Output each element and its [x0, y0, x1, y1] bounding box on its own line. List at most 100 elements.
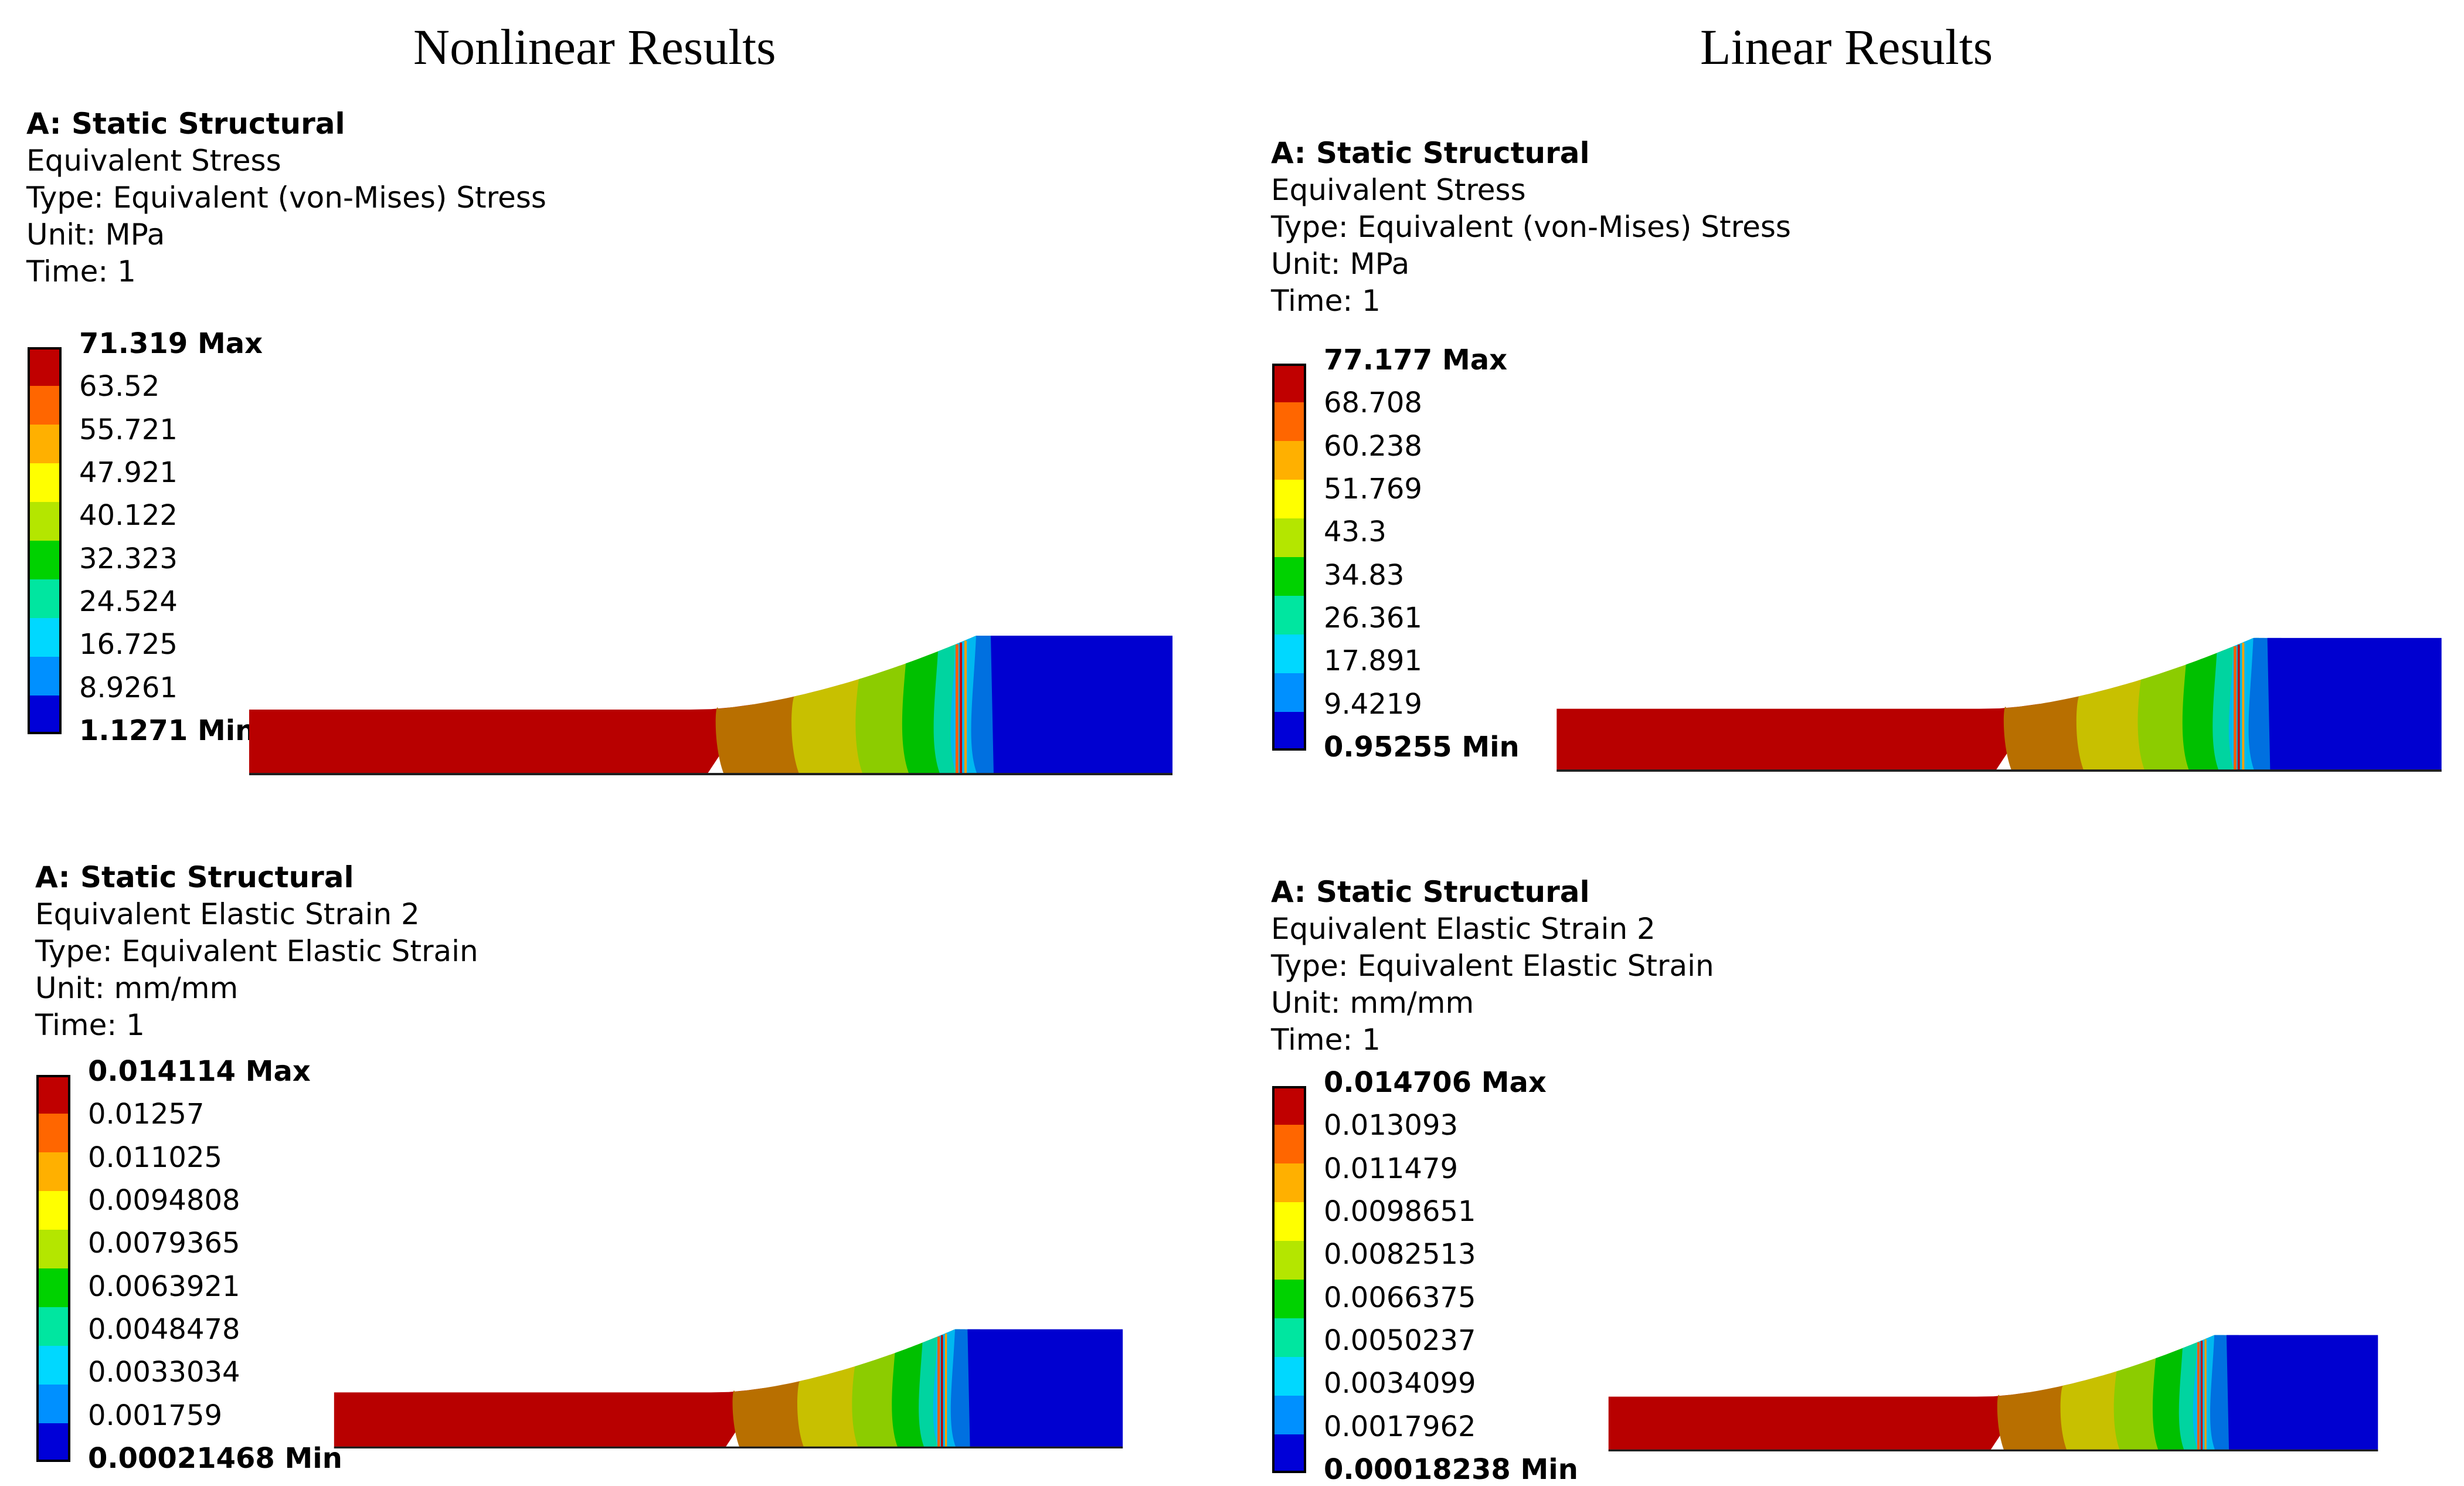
- band-red: [249, 704, 753, 775]
- concentration-streak: [956, 644, 959, 775]
- result-unit: Unit: mm/mm: [1271, 986, 1474, 1020]
- band-blue: [2267, 637, 2442, 772]
- legend-swatch: [1272, 1241, 1306, 1280]
- legend-swatch: [36, 1075, 70, 1114]
- result-unit: Unit: mm/mm: [35, 971, 239, 1005]
- legend-swatch: [1272, 635, 1306, 673]
- result-type: Type: Equivalent (von-Mises) Stress: [26, 181, 546, 215]
- legend-swatch: [1272, 441, 1306, 480]
- legend-level-label: 9.4219: [1324, 687, 1422, 721]
- legend-level-label: 60.238: [1324, 429, 1422, 463]
- legend-level-label: 0.0017962: [1324, 1410, 1476, 1443]
- legend-level-label: 55.721: [79, 413, 178, 446]
- legend-swatch: [36, 1385, 70, 1423]
- legend-level-label: 0.0063921: [88, 1270, 240, 1303]
- legend-swatch: [1272, 1280, 1306, 1318]
- concentration-streak: [960, 642, 962, 775]
- legend-swatch: [1272, 557, 1306, 596]
- legend-swatch: [28, 695, 62, 734]
- legend-max-label: 0.014706 Max: [1324, 1066, 1547, 1099]
- concentration-streak: [2234, 646, 2237, 772]
- legend-swatch: [36, 1346, 70, 1385]
- legend-level-label: 43.3: [1324, 515, 1386, 549]
- legend-level-label: 0.011479: [1324, 1152, 1459, 1185]
- concentration-streak: [944, 1333, 947, 1448]
- legend-max-label: 77.177 Max: [1324, 344, 1508, 376]
- legend-level-label: 40.122: [79, 499, 178, 532]
- legend-swatch: [1272, 1086, 1306, 1125]
- legend-swatch: [1272, 1202, 1306, 1241]
- contour-plot-linear-strain: [1608, 1334, 2378, 1451]
- contour-plot-nonlinear-strain: [334, 1328, 1123, 1448]
- analysis-title: A: Static Structural: [26, 107, 345, 141]
- result-name: Equivalent Elastic Strain 2: [1271, 912, 1656, 946]
- legend-swatch: [1272, 1434, 1306, 1473]
- legend-level-label: 34.83: [1324, 558, 1405, 592]
- concentration-streak: [2197, 1342, 2200, 1451]
- legend-swatch: [1272, 518, 1306, 557]
- legend-level-label: 63.52: [79, 370, 160, 403]
- legend-level-label: 47.921: [79, 456, 178, 489]
- legend-swatch: [28, 657, 62, 695]
- legend-swatch: [28, 579, 62, 618]
- legend-swatch: [36, 1230, 70, 1268]
- legend-swatch: [36, 1191, 70, 1230]
- legend-swatch: [1272, 1318, 1306, 1357]
- legend-swatch: [28, 618, 62, 657]
- legend-level-label: 0.0034099: [1324, 1367, 1476, 1400]
- legend-level-label: 0.0066375: [1324, 1281, 1476, 1314]
- result-unit: Unit: MPa: [1271, 247, 1410, 281]
- legend-swatch: [36, 1423, 70, 1462]
- legend-level-label: 26.361: [1324, 602, 1422, 635]
- legend-swatch: [1272, 364, 1306, 402]
- legend-swatch: [1272, 1357, 1306, 1396]
- contour-plot-linear-stress: [1556, 637, 2442, 772]
- result-type: Type: Equivalent Elastic Strain: [1271, 949, 1714, 983]
- concentration-streak: [2242, 643, 2245, 772]
- legend-swatch: [1272, 480, 1306, 518]
- legend-level-label: 0.0033034: [88, 1356, 240, 1389]
- legend-level-label: 0.0082513: [1324, 1238, 1476, 1271]
- legend-min-label: 0.95255 Min: [1324, 731, 1520, 764]
- legend-swatch: [28, 463, 62, 502]
- result-type: Type: Equivalent (von-Mises) Stress: [1271, 210, 1791, 244]
- concentration-streak: [941, 1335, 943, 1448]
- legend-level-label: 32.323: [79, 542, 178, 575]
- legend-level-label: 68.708: [1324, 386, 1422, 420]
- result-name: Equivalent Stress: [26, 144, 281, 178]
- legend-level-label: 8.9261: [79, 671, 178, 704]
- legend-max-label: 0.014114 Max: [88, 1055, 311, 1088]
- legend-swatch: [28, 347, 62, 386]
- result-time: Time: 1: [26, 255, 136, 289]
- column-title-linear: Linear Results: [1700, 19, 1993, 75]
- band-blue: [991, 635, 1172, 775]
- result-time: Time: 1: [1271, 284, 1381, 318]
- analysis-title: A: Static Structural: [1271, 136, 1590, 170]
- legend-swatch: [36, 1114, 70, 1152]
- legend-level-label: 0.011025: [88, 1141, 223, 1174]
- legend-level-label: 0.0094808: [88, 1184, 240, 1217]
- result-unit: Unit: MPa: [26, 218, 165, 252]
- band-red: [1608, 1392, 2029, 1451]
- result-type: Type: Equivalent Elastic Strain: [35, 934, 478, 968]
- legend-level-label: 0.001759: [88, 1399, 223, 1432]
- legend-swatch: [36, 1307, 70, 1346]
- legend-level-label: 17.891: [1324, 644, 1422, 678]
- legend-swatch: [36, 1268, 70, 1307]
- concentration-streak: [937, 1336, 940, 1448]
- legend-swatch: [36, 1152, 70, 1191]
- legend-swatch: [1272, 1396, 1306, 1434]
- legend-swatch: [1272, 1125, 1306, 1163]
- legend-max-label: 71.319 Max: [79, 327, 263, 360]
- panel-header: A: Static Structural Equivalent Elastic …: [1271, 874, 1714, 1058]
- legend-swatch: [1272, 1163, 1306, 1202]
- legend-min-label: 1.1271 Min: [79, 714, 256, 747]
- legend-level-label: 51.769: [1324, 473, 1422, 505]
- legend-level-label: 0.0050237: [1324, 1324, 1476, 1357]
- concentration-streak: [2204, 1339, 2207, 1451]
- contour-plot-nonlinear-stress: [249, 635, 1172, 775]
- legend-level-label: 0.0098651: [1324, 1195, 1476, 1228]
- result-time: Time: 1: [1271, 1023, 1381, 1057]
- panel-header: A: Static Structural Equivalent Stress T…: [1271, 135, 1791, 320]
- legend-swatch: [1272, 712, 1306, 751]
